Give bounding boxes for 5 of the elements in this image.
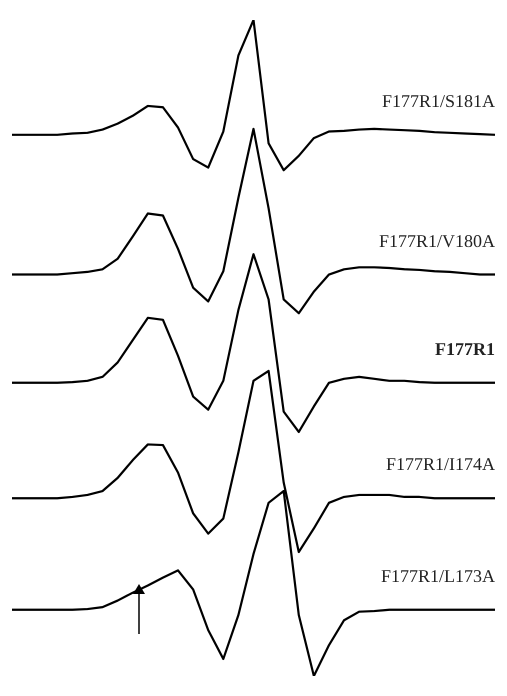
series-label: F177R1/L173A (380, 566, 495, 587)
series-label: F177R1/I174A (386, 454, 495, 476)
series-label: F177R1/V180A (378, 230, 495, 252)
series-label: F177R1 (435, 338, 495, 360)
series-label: F177R1/S181A (382, 90, 495, 112)
